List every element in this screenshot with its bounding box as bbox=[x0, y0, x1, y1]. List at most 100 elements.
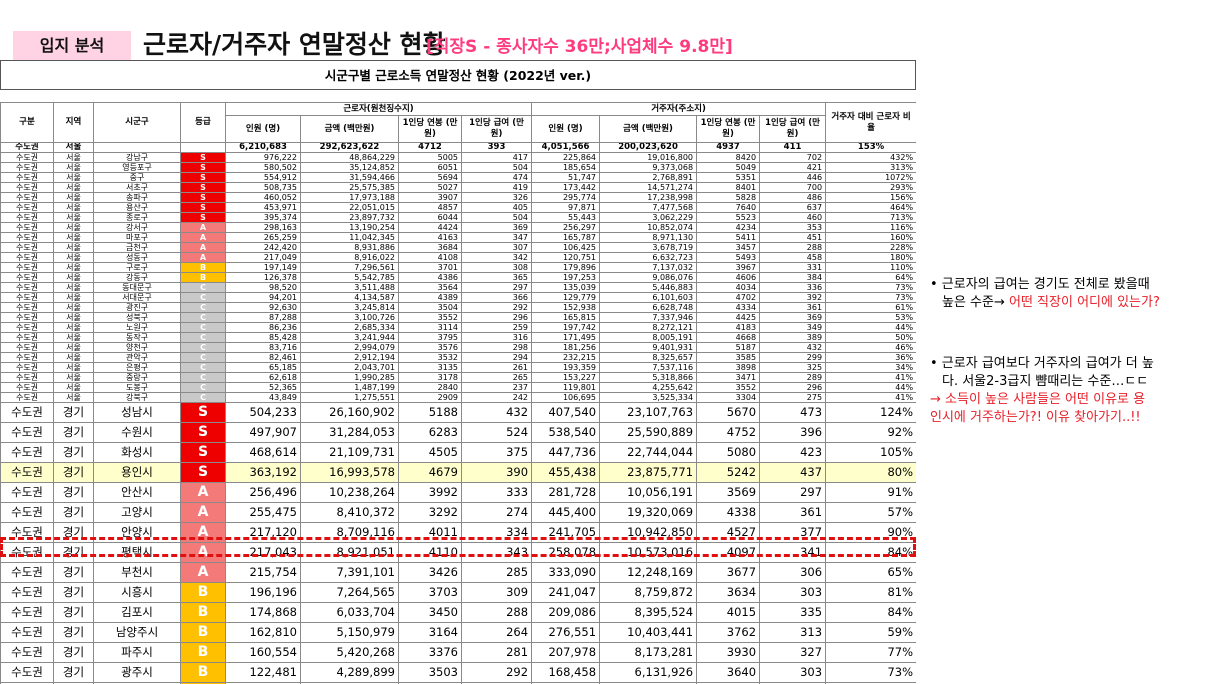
table-row: 수도권 경기 성남시 S 504,233 26,160,902 5188 432 407,540… bbox=[0, 402, 916, 423]
cell-worker-amount: 4,289,899 bbox=[300, 662, 399, 683]
cell-area: 경기 bbox=[53, 562, 94, 583]
cell-district: 김포시 bbox=[93, 602, 181, 623]
cell-grade: A bbox=[180, 482, 226, 503]
cell-region: 수도권 bbox=[0, 362, 54, 373]
cell-resident-people: 165,815 bbox=[531, 312, 601, 323]
cell-resident-annual: 5049 bbox=[696, 162, 761, 173]
cell-worker-amount: 8,410,372 bbox=[300, 502, 399, 523]
cell-resident-people: 241,047 bbox=[531, 582, 601, 603]
cell-ratio: 92% bbox=[825, 422, 916, 443]
cell-grade: B bbox=[180, 662, 226, 683]
cell-grade: A bbox=[180, 502, 226, 523]
cell-worker-amount: 31,284,053 bbox=[300, 422, 399, 443]
cell-worker-people: 126,378 bbox=[225, 272, 301, 283]
cell-resident-monthly: 396 bbox=[759, 422, 827, 443]
cell-resident-annual: 3634 bbox=[696, 582, 761, 603]
cell-area: 경기 bbox=[53, 542, 94, 563]
cell-ratio: 73% bbox=[825, 662, 916, 683]
note-2-line-3: → 소득이 높은 사람들은 어떤 이유로 용 bbox=[930, 392, 1146, 407]
cell-worker-amount: 5,542,785 bbox=[300, 272, 399, 283]
note-1-line-1: • 근로자의 급여는 경기도 전체로 봤을때 bbox=[930, 277, 1150, 292]
cell-district: 영등포구 bbox=[93, 162, 181, 173]
cell-worker-monthly: 264 bbox=[460, 622, 533, 643]
total-region: 수도권 bbox=[0, 142, 54, 153]
cell-worker-monthly: 524 bbox=[460, 422, 533, 443]
cell-resident-annual: 5351 bbox=[696, 172, 761, 183]
cell-worker-annual: 4857 bbox=[398, 202, 462, 213]
table-row: 수도권 경기 수원시 S 497,907 31,284,053 6283 524 538,540… bbox=[0, 422, 916, 443]
cell-worker-monthly: 294 bbox=[460, 352, 533, 363]
table-row: 수도권 경기 파주시 B 160,554 5,420,268 3376 281 207,978 8… bbox=[0, 642, 916, 663]
cell-worker-annual: 3564 bbox=[398, 282, 462, 293]
cell-area: 서울 bbox=[53, 222, 94, 233]
cell-resident-annual: 4752 bbox=[696, 422, 761, 443]
cell-resident-annual: 4034 bbox=[696, 282, 761, 293]
cell-resident-amount: 12,248,169 bbox=[599, 562, 698, 583]
cell-region: 수도권 bbox=[0, 352, 54, 363]
cell-worker-amount: 5,420,268 bbox=[300, 642, 399, 663]
cell-worker-annual: 2909 bbox=[398, 392, 462, 403]
cell-worker-annual: 3992 bbox=[398, 482, 462, 503]
cell-district: 양천구 bbox=[93, 342, 181, 353]
note-2-line-1: • 근로자 급여보다 거주자의 급여가 더 높 bbox=[930, 356, 1154, 371]
cell-district: 부천시 bbox=[93, 562, 181, 583]
cell-region: 수도권 bbox=[0, 622, 54, 643]
cell-resident-amount: 8,325,657 bbox=[599, 352, 698, 363]
cell-resident-monthly: 458 bbox=[759, 252, 827, 263]
table-row: 수도권 서울 광진구 C 92,630 3,245,814 3504 292 152,938 6,… bbox=[0, 302, 916, 313]
cell-area: 서울 bbox=[53, 322, 94, 333]
cell-resident-people: 171,495 bbox=[531, 332, 601, 343]
cell-worker-people: 196,196 bbox=[225, 582, 301, 603]
cell-resident-people: 129,779 bbox=[531, 292, 601, 303]
cell-worker-monthly: 298 bbox=[460, 342, 533, 353]
cell-resident-amount: 3,525,334 bbox=[599, 392, 698, 403]
cell-resident-monthly: 303 bbox=[759, 582, 827, 603]
cell-worker-amount: 2,912,194 bbox=[300, 352, 399, 363]
cell-resident-annual: 4425 bbox=[696, 312, 761, 323]
cell-region: 수도권 bbox=[0, 392, 54, 403]
total-resident-monthly: 411 bbox=[759, 142, 827, 153]
cell-resident-amount: 5,446,883 bbox=[599, 282, 698, 293]
cell-resident-annual: 5828 bbox=[696, 192, 761, 203]
cell-resident-amount: 9,086,076 bbox=[599, 272, 698, 283]
cell-worker-monthly: 296 bbox=[460, 312, 533, 323]
cell-ratio: 116% bbox=[825, 222, 916, 233]
cell-grade: C bbox=[180, 392, 226, 403]
cell-worker-annual: 5005 bbox=[398, 152, 462, 163]
header-worker-amount: 금액 (백만원) bbox=[300, 115, 399, 143]
cell-ratio: 57% bbox=[825, 502, 916, 523]
cell-worker-people: 217,120 bbox=[225, 522, 301, 543]
table-title: 시군구별 근로소득 연말정산 현황 (2022년 ver.) bbox=[0, 60, 916, 90]
cell-resident-monthly: 421 bbox=[759, 162, 827, 173]
cell-worker-monthly: 265 bbox=[460, 372, 533, 383]
cell-grade: S bbox=[180, 212, 226, 223]
cell-worker-monthly: 504 bbox=[460, 162, 533, 173]
cell-resident-annual: 4527 bbox=[696, 522, 761, 543]
header-row-1: 구분 지역 시군구 등급 근로자(원천징수지) 거주자(주소지) 거주자 대비 … bbox=[0, 102, 916, 143]
cell-ratio: 41% bbox=[825, 392, 916, 403]
cell-area: 서울 bbox=[53, 242, 94, 253]
cell-resident-people: 179,896 bbox=[531, 262, 601, 273]
cell-resident-amount: 25,590,889 bbox=[599, 422, 698, 443]
cell-area: 경기 bbox=[53, 402, 94, 423]
cell-resident-monthly: 384 bbox=[759, 272, 827, 283]
cell-grade: B bbox=[180, 622, 226, 643]
cell-resident-annual: 5523 bbox=[696, 212, 761, 223]
cell-resident-people: 256,297 bbox=[531, 222, 601, 233]
cell-worker-people: 52,365 bbox=[225, 382, 301, 393]
cell-district: 동대문구 bbox=[93, 282, 181, 293]
cell-resident-amount: 23,107,763 bbox=[599, 402, 698, 423]
cell-worker-amount: 31,594,466 bbox=[300, 172, 399, 183]
cell-resident-amount: 8,759,872 bbox=[599, 582, 698, 603]
cell-worker-amount: 48,864,229 bbox=[300, 152, 399, 163]
cell-grade: S bbox=[180, 172, 226, 183]
cell-resident-people: 168,458 bbox=[531, 662, 601, 683]
table-row: 수도권 경기 김포시 B 174,868 6,033,704 3450 288 209,086 8… bbox=[0, 602, 916, 623]
cell-region: 수도권 bbox=[0, 502, 54, 523]
cell-resident-annual: 4097 bbox=[696, 542, 761, 563]
cell-worker-annual: 3795 bbox=[398, 332, 462, 343]
table-row: 수도권 서울 중구 S 554,912 31,594,466 5694 474 51,747 2,… bbox=[0, 172, 916, 183]
cell-resident-amount: 10,573,016 bbox=[599, 542, 698, 563]
note-1: • 근로자의 급여는 경기도 전체로 봤을때 높은 수준→ 어떤 직장이 어디에… bbox=[930, 276, 1160, 312]
cell-district: 용인시 bbox=[93, 462, 181, 483]
